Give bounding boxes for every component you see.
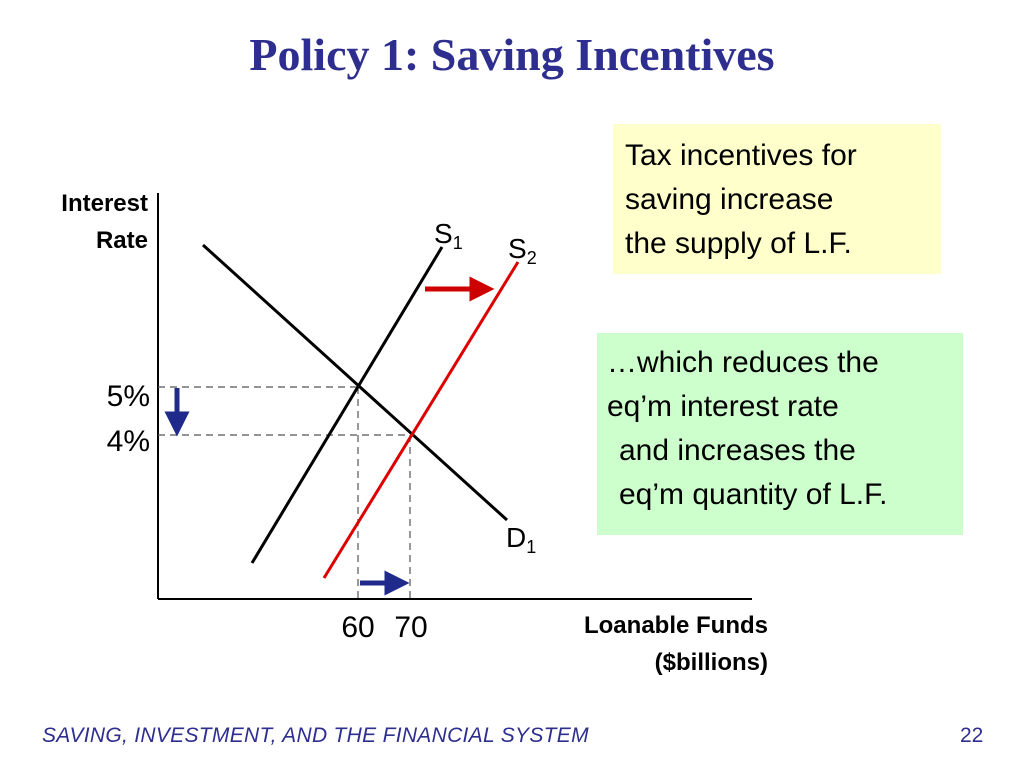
supply-note-line: Tax incentives for <box>625 139 857 172</box>
y-axis-label-line2: Rate <box>96 227 148 254</box>
x-tick-70: 70 <box>394 611 427 644</box>
y-tick-5-percent: 5% <box>107 380 150 413</box>
label-s1: S1 <box>434 218 463 253</box>
supply-note-line: saving increase <box>625 183 834 216</box>
page-number: 22 <box>960 724 984 747</box>
page-title: Policy 1: Saving Incentives <box>249 29 775 80</box>
supply-curve-s2 <box>322 261 520 579</box>
effect-note-box: …which reduces the eq’m interest rate an… <box>597 333 963 535</box>
effect-note-line: eq’m quantity of L.F. <box>619 478 888 511</box>
supply-note-box: Tax incentives for saving increase the s… <box>613 124 941 274</box>
x-axis-label-line2: ($billions) <box>655 649 768 676</box>
y-axis-label-line1: Interest <box>61 190 148 217</box>
y-tick-4-percent: 4% <box>107 425 150 458</box>
demand-curve-d1 <box>201 243 509 522</box>
x-tick-60: 60 <box>341 611 374 644</box>
effect-note-line: eq’m interest rate <box>607 390 839 423</box>
x-axis-label-line1: Loanable Funds <box>584 612 768 639</box>
label-s2: S2 <box>508 233 537 268</box>
effect-note-line: and increases the <box>619 434 856 467</box>
supply-note-line: the supply of L.F. <box>625 227 852 260</box>
footer-text: SAVING, INVESTMENT, AND THE FINANCIAL SY… <box>42 724 589 747</box>
label-d1: D1 <box>506 522 536 557</box>
supply-curve-s1 <box>250 246 444 564</box>
effect-note-line: …which reduces the <box>607 346 879 379</box>
